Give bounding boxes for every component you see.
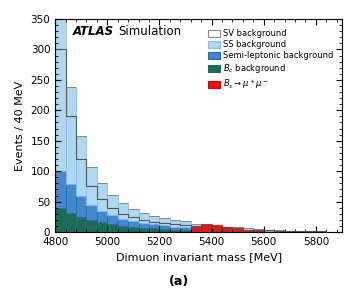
Bar [243,231,253,232]
Bar [201,223,212,232]
Bar [118,226,128,232]
Bar [118,219,128,226]
Bar [243,230,253,232]
Bar [212,226,222,229]
Bar [274,231,285,232]
Bar [274,230,285,231]
Bar [118,203,128,219]
Bar [264,229,274,231]
Bar [107,195,118,215]
Bar [180,227,191,229]
Bar [285,231,295,232]
Bar [66,87,76,184]
Bar [232,227,243,229]
Bar [128,209,139,221]
Bar [76,136,86,195]
Bar [295,231,306,232]
Bar [232,228,243,232]
Bar [222,227,232,229]
Bar [149,228,160,232]
Bar [212,225,222,232]
Bar [201,225,212,228]
Text: ATLAS: ATLAS [72,25,114,38]
Bar [243,230,253,231]
Bar [243,228,253,230]
Y-axis label: Events / 40 MeV: Events / 40 MeV [15,80,25,171]
Bar [222,229,232,231]
Bar [264,231,274,232]
Bar [149,224,160,228]
X-axis label: Dimuon invariant mass [MeV]: Dimuon invariant mass [MeV] [116,252,282,262]
Bar [139,223,149,228]
Bar [191,230,201,232]
Legend: SV background, SS background, Semi-leptonic background, $B_c$ background, $B_s \: SV background, SS background, Semi-lepto… [206,27,335,93]
Bar [86,220,97,232]
Bar [160,229,170,232]
Bar [201,228,212,230]
Bar [170,221,180,227]
Bar [107,215,118,224]
Bar [253,231,264,232]
Bar [170,227,180,229]
Bar [232,229,243,231]
Bar [201,230,212,232]
Bar [97,211,107,222]
Bar [149,216,160,224]
Bar [180,229,191,232]
Bar [253,229,264,231]
Bar [180,221,191,227]
Bar [86,167,97,205]
Bar [86,205,97,220]
Bar [97,183,107,211]
Bar [222,231,232,232]
Bar [160,225,170,229]
Bar [212,231,222,232]
Bar [191,223,201,228]
Text: Simulation: Simulation [118,25,181,38]
Bar [55,19,66,171]
Bar [128,221,139,227]
Bar [232,231,243,232]
Bar [253,231,264,232]
Bar [222,227,232,232]
Bar [55,208,66,232]
Text: (a): (a) [169,275,188,288]
Bar [191,228,201,230]
Bar [128,227,139,232]
Bar [107,224,118,232]
Bar [191,226,201,232]
Bar [76,195,86,217]
Bar [160,218,170,225]
Bar [66,184,76,212]
Bar [170,229,180,232]
Bar [306,231,316,232]
Bar [76,217,86,232]
Bar [97,222,107,232]
Bar [212,229,222,231]
Bar [66,212,76,232]
Bar [139,228,149,232]
Bar [139,212,149,223]
Bar [55,171,66,208]
Bar [316,231,326,232]
